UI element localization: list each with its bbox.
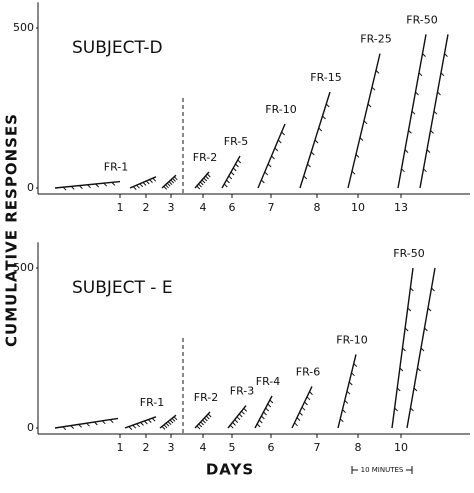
x-axis-label: DAYS: [206, 461, 254, 479]
x-tick-label: 8: [314, 201, 321, 214]
ratio-label: FR-1: [104, 161, 129, 174]
y-tick-label: 500: [13, 21, 34, 34]
x-tick-label: 7: [268, 201, 275, 214]
x-tick-label: 7: [314, 441, 321, 454]
reinforcement-pip: [132, 177, 157, 190]
reinforcement-pip: [401, 53, 426, 173]
reinforcement-pip: [62, 419, 114, 431]
reinforcement-pip: [351, 70, 380, 175]
reinforcement-pip: [161, 416, 178, 430]
x-tick-label: 10: [394, 441, 408, 454]
ratio-label: FR-15: [310, 71, 342, 84]
x-tick-label: 5: [229, 441, 236, 454]
reinforcement-pip: [163, 176, 178, 190]
y-axis-label: CUMULATIVE RESPONSES: [3, 113, 21, 347]
reinforcement-pip: [261, 131, 285, 184]
ratio-label: FR-3: [230, 385, 255, 398]
x-tick-label: 10: [351, 201, 365, 214]
panel-title: SUBJECT-D: [72, 38, 163, 58]
x-tick-label: 3: [168, 201, 175, 214]
x-tick-label: 6: [229, 201, 236, 214]
ratio-label: FR-50: [406, 13, 438, 26]
x-tick-label: 3: [168, 441, 175, 454]
x-tick-label: 1: [117, 441, 124, 454]
panel-title: SUBJECT - E: [72, 278, 173, 298]
y-tick-label: 500: [13, 261, 34, 274]
x-tick-label: 8: [355, 441, 362, 454]
ratio-label: FR-2: [194, 391, 219, 404]
ratio-label: FR-10: [336, 333, 368, 346]
x-tick-label: 4: [200, 441, 207, 454]
y-tick-label: 0: [27, 421, 34, 434]
reinforcement-pip: [196, 173, 211, 190]
reinforcement-pip: [394, 287, 414, 412]
x-tick-label: 4: [200, 201, 207, 214]
x-tick-label: 1: [117, 201, 124, 214]
x-tick-label: 2: [143, 201, 150, 214]
ratio-label: FR-4: [256, 375, 281, 388]
reinforcement-pip: [410, 287, 435, 412]
reinforcement-pip: [423, 53, 448, 173]
x-tick-label: 6: [268, 441, 275, 454]
ratio-label: FR-2: [193, 151, 218, 164]
ratio-label: FR-25: [360, 33, 392, 46]
scale-note: 10 MINUTES: [361, 466, 404, 474]
reinforcement-pip: [303, 103, 330, 180]
y-tick-label: 0: [27, 181, 34, 194]
ratio-label: FR-50: [393, 247, 425, 260]
reinforcement-pip: [229, 408, 248, 429]
ratio-label: FR-10: [265, 103, 297, 116]
reinforcement-pip: [62, 182, 116, 191]
reinforcement-pip: [256, 399, 274, 428]
reinforcement-pip: [294, 391, 313, 427]
ratio-label: FR-5: [224, 135, 249, 148]
x-tick-label: 13: [394, 201, 408, 214]
reinforcement-pip: [223, 159, 242, 188]
cumulative-record: [347, 53, 381, 189]
reinforcement-pip: [196, 413, 212, 430]
x-tick-label: 2: [143, 441, 150, 454]
reinforcement-pip: [128, 417, 156, 430]
ratio-label: FR-6: [296, 365, 321, 378]
reinforcement-pip: [339, 363, 358, 423]
ratio-label: FR-1: [140, 396, 165, 409]
